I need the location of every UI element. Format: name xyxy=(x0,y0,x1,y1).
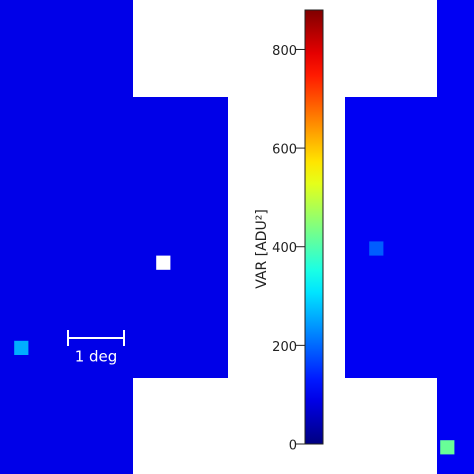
cell xyxy=(369,241,384,256)
colorbar-label: VAR [ADU²] xyxy=(254,209,270,289)
scale-bar xyxy=(67,330,125,346)
colorbar-tick-label: 800 xyxy=(272,44,297,59)
cell xyxy=(156,255,171,270)
colorbar-tick-label: 600 xyxy=(272,143,297,158)
colorbar-tick-label: 0 xyxy=(289,439,297,454)
colorbar xyxy=(304,9,324,445)
colorbar-tick-label: 200 xyxy=(272,340,297,355)
cells xyxy=(14,241,455,455)
cell xyxy=(440,440,455,455)
right-panel xyxy=(345,0,474,474)
colorbar-ticks: 0 200 400 600 800 xyxy=(272,44,305,454)
colorbar-tick-label: 400 xyxy=(272,241,297,256)
scale-label: 1 deg xyxy=(75,348,118,366)
cell xyxy=(14,340,29,355)
left-panel xyxy=(0,0,228,474)
